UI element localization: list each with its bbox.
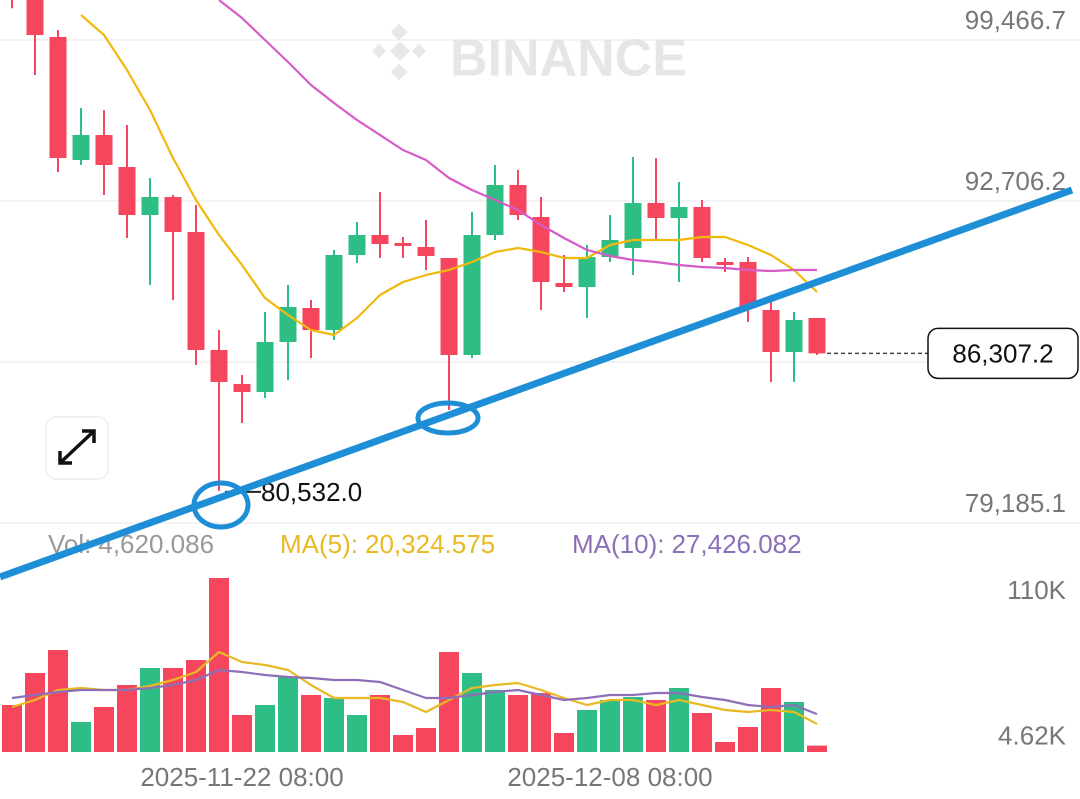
candle-body — [49, 36, 67, 158]
volume-bar — [623, 696, 643, 752]
volume-bar — [209, 577, 229, 752]
candle-body — [693, 207, 711, 258]
candle-body — [647, 203, 665, 219]
x-tick-label: 2025-12-08 08:00 — [507, 762, 712, 792]
volume-bar — [94, 706, 114, 752]
volume-bar — [232, 714, 252, 752]
candle-body — [785, 320, 803, 352]
candle-body — [348, 235, 366, 255]
volume-bar — [117, 684, 137, 752]
volume-ma-line — [11, 668, 818, 716]
volume-ma-line — [11, 650, 818, 725]
volume-bar — [577, 709, 597, 752]
volume-bar — [600, 699, 620, 752]
candle-body — [739, 261, 757, 309]
x-tick-label: 2025-11-22 08:00 — [140, 762, 343, 792]
volume-bar — [347, 714, 367, 752]
candle-body — [95, 134, 113, 165]
last-price-label: 86,307.2 — [952, 338, 1053, 368]
volume-bar — [2, 705, 22, 752]
candle-body — [624, 203, 642, 248]
candle-body — [256, 341, 274, 392]
volume-bar — [140, 667, 160, 752]
candle-body — [302, 308, 320, 331]
candle-body — [371, 235, 389, 244]
candle-body — [578, 256, 596, 287]
candle-body — [325, 254, 343, 331]
candle-body — [141, 197, 159, 216]
touch-circle — [191, 480, 251, 530]
candle-body — [486, 184, 504, 236]
candle-body — [394, 242, 412, 246]
volume-bar — [163, 667, 183, 752]
volume-tick-label: 4.62K — [998, 720, 1067, 750]
candle-body — [279, 307, 297, 342]
volume-bar — [439, 651, 459, 752]
volume-tick-label: 110K — [1007, 575, 1066, 605]
volume-bar — [370, 694, 390, 752]
price-ma-line — [218, 0, 817, 273]
legend-value: 20,324.575 — [365, 529, 495, 559]
labels: 99,466.792,706.285,945.779,185.1110K4.62… — [48, 5, 1079, 792]
legend-name: MA(5): — [280, 529, 358, 559]
price-ma-line — [80, 14, 818, 337]
candle-body — [72, 134, 90, 160]
candle-body — [233, 383, 251, 392]
volume-bar — [48, 649, 68, 752]
candle-body — [26, 0, 44, 35]
volume-bar — [485, 689, 505, 752]
volume-bar — [186, 659, 206, 752]
y-tick-label: 79,185.1 — [965, 488, 1066, 518]
legend-value: 27,426.082 — [671, 529, 801, 559]
candle-body — [210, 349, 228, 382]
watermark-logo — [371, 23, 427, 81]
volume-bar — [692, 712, 712, 752]
candle-body — [808, 318, 826, 354]
volume-bar — [393, 734, 413, 752]
trend-line — [0, 186, 1074, 581]
candle-body — [670, 207, 688, 219]
low-label: 80,532.0 — [261, 477, 362, 507]
volume-bar — [807, 745, 827, 752]
volume-bar — [508, 694, 528, 752]
volume-bar — [554, 733, 574, 752]
volume-bar — [25, 672, 45, 752]
volume-bar — [71, 721, 91, 752]
volume-bar — [462, 672, 482, 752]
price-pane — [11, 0, 826, 491]
last-price-box — [927, 327, 1079, 380]
volume-bar — [761, 687, 781, 752]
volume-bar — [738, 726, 758, 752]
candle-body — [118, 166, 136, 216]
candle-body — [463, 235, 481, 355]
volume-bar — [669, 687, 689, 752]
candle-body — [440, 257, 458, 355]
candle-body — [762, 310, 780, 352]
volume-bar — [646, 699, 666, 752]
volume-pane — [2, 577, 827, 752]
candle-body — [532, 217, 550, 282]
watermark: BINANCE — [450, 30, 687, 88]
volume-bar — [301, 694, 321, 752]
candle-body — [164, 197, 182, 233]
volume-bar — [255, 704, 275, 752]
candle-body — [716, 261, 734, 265]
y-tick-label: 92,706.2 — [965, 166, 1066, 196]
grid — [0, 39, 1080, 524]
candle-body — [555, 282, 573, 287]
touch-circle — [415, 400, 481, 436]
volume-bar — [784, 701, 804, 752]
volume-bar — [416, 727, 436, 752]
candle-body — [187, 232, 205, 350]
expand-button[interactable] — [45, 416, 109, 480]
volume-bar — [278, 676, 298, 752]
y-tick-label: 99,466.7 — [965, 5, 1066, 35]
volume-bar — [715, 741, 735, 752]
volume-bar — [531, 692, 551, 752]
legend-name: MA(10): — [572, 529, 664, 559]
volume-bar — [324, 697, 344, 752]
candle-body — [417, 246, 435, 256]
